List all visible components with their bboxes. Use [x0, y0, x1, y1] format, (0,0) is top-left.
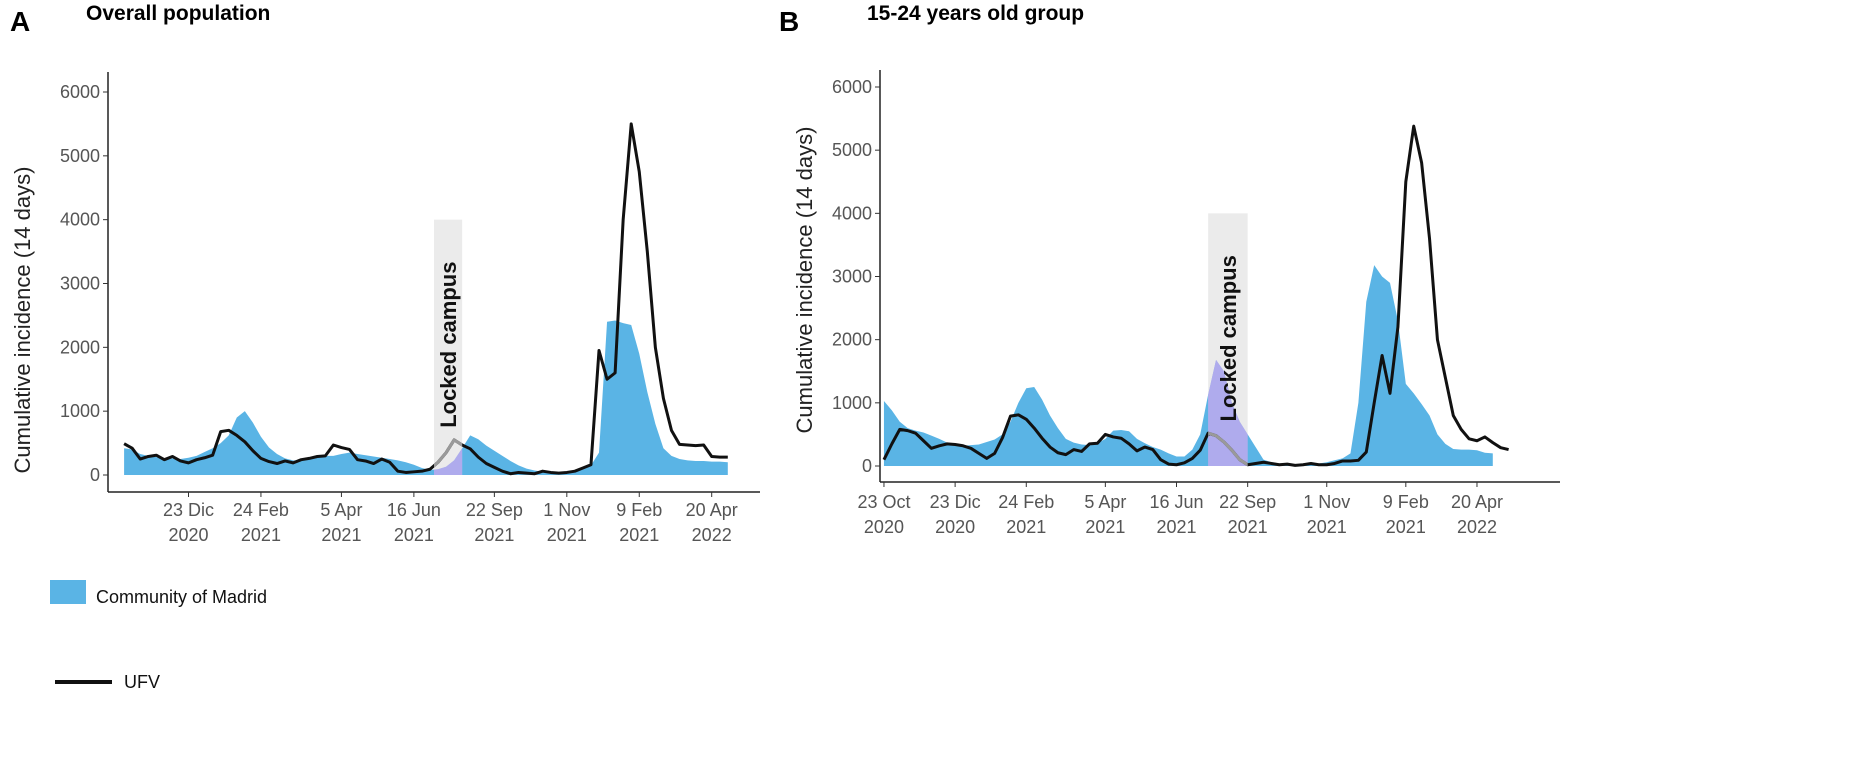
- panel-b-y-tick-label: 3000: [832, 267, 872, 287]
- panel-b-x-tick-label: 24 Feb: [998, 492, 1054, 512]
- panel-a-y-tick-label: 4000: [60, 210, 100, 230]
- panel-b-series-community-of-madrid-area: [883, 265, 1493, 466]
- panel-b-letter: B: [779, 6, 799, 37]
- panel-b-locked-campus-label: Locked campus: [1216, 255, 1241, 421]
- panel-a-series-community-of-madrid-area: [124, 320, 728, 475]
- panel-b-x-tick-label: 23 Dic: [930, 492, 981, 512]
- panel-b-x-tick-label: 5 Apr: [1084, 492, 1126, 512]
- panel-b-x-tick-label-year: 2022: [1457, 517, 1497, 537]
- panel-a-x-tick-label-year: 2022: [692, 525, 732, 545]
- panel-b-y-tick-label: 4000: [832, 203, 872, 223]
- panel-a-x-tick-label-year: 2021: [394, 525, 434, 545]
- panel-b-x-tick-label-year: 2021: [1386, 517, 1426, 537]
- panel-b-x-tick-label-year: 2020: [864, 517, 904, 537]
- panel-a-x-tick-label-year: 2021: [547, 525, 587, 545]
- legend-area-label: Community of Madrid: [96, 587, 267, 607]
- panel-a-locked-campus-region: [434, 219, 463, 475]
- panel-b-x-tick-label-year: 2020: [935, 517, 975, 537]
- panel-a-y-tick-label: 2000: [60, 337, 100, 357]
- panel-a-x-tick-label: 5 Apr: [320, 500, 362, 520]
- panel-a-y-tick-label: 5000: [60, 146, 100, 166]
- panel-a-y-tick-label: 1000: [60, 401, 100, 421]
- panel-b-x-tick-label-year: 2021: [1307, 517, 1347, 537]
- panel-a-x-tick-label: 20 Apr: [686, 500, 738, 520]
- panel-b-x-tick-label: 22 Sep: [1219, 492, 1276, 512]
- panel-b-x-tick-label: 20 Apr: [1451, 492, 1503, 512]
- panel-a-x-tick-label-year: 2021: [619, 525, 659, 545]
- panel-a-locked-campus-label: Locked campus: [436, 262, 461, 428]
- panel-a-y-tick-label: 0: [90, 465, 100, 485]
- panel-a-title: Overall population: [86, 2, 270, 25]
- panel-a-y-tick-label: 3000: [60, 274, 100, 294]
- panel-a-plot: Locked campus 0 1000 2000 3000 4000 5000 6000 23…: [60, 72, 760, 545]
- panel-b-title: 15-24 years old group: [867, 2, 1084, 25]
- panel-a-y-tick-label: 6000: [60, 82, 100, 102]
- panel-a-x-tick-label: 22 Sep: [466, 500, 523, 520]
- panel-b-y-tick-label: 0: [862, 456, 872, 476]
- panel-b-locked-campus-overlap: [1208, 359, 1248, 466]
- panel-a-locked-campus-overlap: [434, 448, 463, 475]
- panel-a-x-tick-label-year: 2021: [474, 525, 514, 545]
- panel-b-x-tick-label: 1 Nov: [1303, 492, 1350, 512]
- panel-a-series-ufv-line: [123, 122, 728, 476]
- panel-b-y-tick-label: 2000: [832, 330, 872, 350]
- panel-b: B 15-24 years old group Cumulative incid…: [779, 2, 1560, 537]
- panel-a-letter: A: [10, 6, 30, 37]
- panel-b-y-tick-label: 5000: [832, 140, 872, 160]
- panel-b-plot: Locked campus 0 1000 2000 3000 4000 5000 6000 23…: [832, 70, 1560, 537]
- panel-b-series-ufv-line: [882, 124, 1509, 467]
- panel-a-x-tick-label: 1 Nov: [543, 500, 590, 520]
- panel-a-x-tick-label: 9 Feb: [616, 500, 662, 520]
- legend-line-label: UFV: [124, 672, 160, 692]
- panel-b-y-tick-label: 1000: [832, 393, 872, 413]
- panel-b-x-tick-label: 9 Feb: [1383, 492, 1429, 512]
- panel-a-x-tick-label-year: 2021: [241, 525, 281, 545]
- panel-b-x-tick-label: 23 Oct: [857, 492, 910, 512]
- panel-a-y-axis-label: Cumulative incidence (14 days): [10, 167, 35, 474]
- legend: Community of Madrid UFV: [50, 580, 267, 692]
- panel-a-x-tick-label-year: 2020: [168, 525, 208, 545]
- panel-a-x-tick-label: 23 Dic: [163, 500, 214, 520]
- panel-a-x-tick-label: 16 Jun: [387, 500, 441, 520]
- panel-a-x-tick-label: 24 Feb: [233, 500, 289, 520]
- panel-a-x-tick-label-year: 2021: [321, 525, 361, 545]
- panel-b-y-axis-label: Cumulative incidence (14 days): [792, 127, 817, 434]
- panel-b-x-tick-label-year: 2021: [1006, 517, 1046, 537]
- panel-b-x-tick-label-year: 2021: [1156, 517, 1196, 537]
- panel-b-y-tick-label: 6000: [832, 77, 872, 97]
- panel-b-x-tick-label-year: 2021: [1228, 517, 1268, 537]
- panel-a: A Overall population Cumulative incidenc…: [10, 2, 760, 545]
- panel-b-x-tick-label: 16 Jun: [1149, 492, 1203, 512]
- legend-area-swatch: [50, 580, 86, 604]
- panel-b-x-tick-label-year: 2021: [1085, 517, 1125, 537]
